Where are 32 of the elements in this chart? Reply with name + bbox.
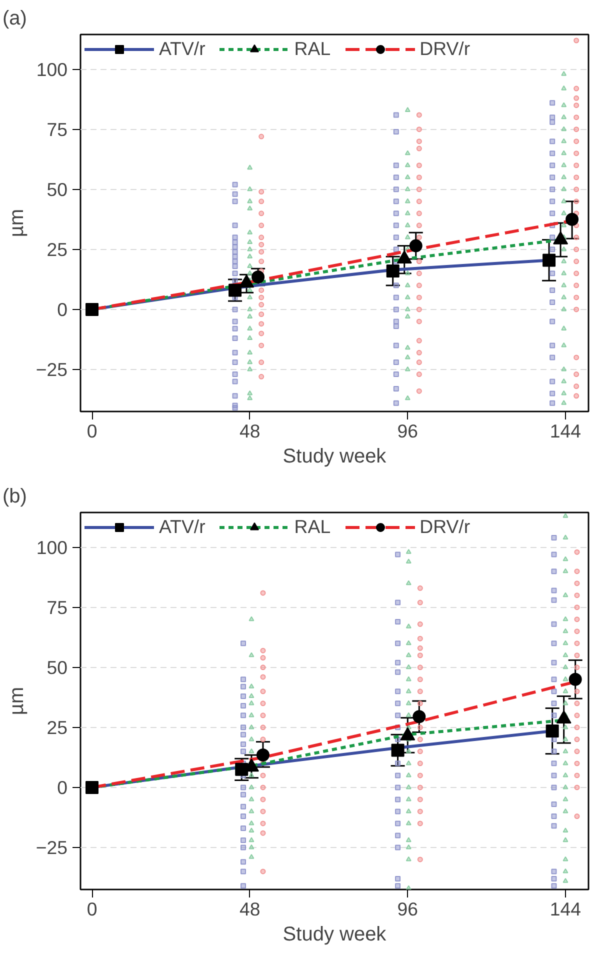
x-tick-label: 0: [86, 420, 98, 442]
x-axis-title: Study week: [282, 446, 388, 468]
legend-label: RAL: [294, 38, 331, 60]
y-tick-label: 75: [46, 118, 68, 140]
legend-label: ATV/r: [159, 38, 206, 60]
x-tick-label: 0: [86, 898, 98, 920]
x-tick-label: 144: [550, 898, 582, 920]
y-tick-label: 100: [36, 536, 68, 558]
x-tick-label: 96: [397, 420, 418, 442]
legend-label: DRV/r: [420, 38, 470, 60]
x-tick-label: 96: [397, 898, 418, 920]
x-axis-title: Study week: [282, 924, 388, 946]
legend-label: RAL: [294, 516, 331, 538]
y-tick-label: 75: [46, 596, 68, 618]
y-axis-title: µm: [6, 686, 28, 716]
y-tick-label: 25: [46, 238, 68, 260]
y-tick-label: −25: [36, 358, 68, 380]
legend-label: DRV/r: [420, 516, 470, 538]
y-tick-label: 100: [36, 58, 68, 80]
x-tick-label: 48: [239, 420, 260, 442]
legend-label: ATV/r: [159, 516, 206, 538]
chart-title: (a): [2, 8, 27, 30]
y-tick-label: 0: [57, 298, 68, 320]
y-tick-label: 25: [46, 716, 68, 738]
y-tick-label: 0: [57, 776, 68, 798]
x-tick-label: 48: [239, 898, 260, 920]
chart-title: (b): [2, 486, 27, 508]
y-tick-label: 50: [46, 178, 68, 200]
y-tick-label: 50: [46, 656, 68, 678]
y-axis-title: µm: [6, 208, 28, 238]
y-tick-label: −25: [36, 836, 68, 858]
x-tick-label: 144: [550, 420, 582, 442]
